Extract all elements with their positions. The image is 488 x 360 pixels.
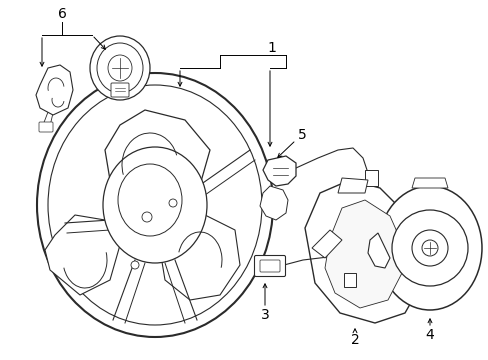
Polygon shape bbox=[45, 215, 120, 295]
Polygon shape bbox=[311, 230, 341, 258]
Polygon shape bbox=[325, 200, 401, 308]
Polygon shape bbox=[36, 65, 73, 115]
Polygon shape bbox=[337, 178, 367, 193]
Ellipse shape bbox=[108, 55, 132, 81]
Polygon shape bbox=[160, 215, 240, 300]
FancyBboxPatch shape bbox=[254, 256, 285, 276]
Ellipse shape bbox=[377, 186, 481, 310]
FancyBboxPatch shape bbox=[260, 260, 280, 272]
Circle shape bbox=[411, 230, 447, 266]
Polygon shape bbox=[305, 180, 421, 323]
Ellipse shape bbox=[37, 73, 272, 337]
Circle shape bbox=[169, 199, 177, 207]
Polygon shape bbox=[343, 273, 355, 287]
Circle shape bbox=[142, 212, 152, 222]
Text: 1: 1 bbox=[267, 41, 276, 55]
Text: 2: 2 bbox=[350, 333, 359, 347]
Circle shape bbox=[131, 261, 139, 269]
Text: 5: 5 bbox=[297, 128, 306, 142]
Text: 6: 6 bbox=[58, 7, 66, 21]
Polygon shape bbox=[364, 170, 377, 186]
Ellipse shape bbox=[118, 164, 182, 236]
Ellipse shape bbox=[90, 36, 150, 100]
Circle shape bbox=[391, 210, 467, 286]
Polygon shape bbox=[260, 186, 287, 220]
Circle shape bbox=[421, 240, 437, 256]
Ellipse shape bbox=[103, 147, 206, 263]
Text: 3: 3 bbox=[260, 308, 269, 322]
FancyBboxPatch shape bbox=[39, 122, 53, 132]
FancyBboxPatch shape bbox=[111, 83, 129, 97]
Ellipse shape bbox=[97, 43, 142, 93]
Text: 4: 4 bbox=[425, 328, 433, 342]
Polygon shape bbox=[367, 233, 389, 268]
Polygon shape bbox=[105, 110, 209, 200]
Ellipse shape bbox=[48, 85, 262, 325]
Polygon shape bbox=[263, 156, 295, 186]
Polygon shape bbox=[411, 178, 447, 188]
